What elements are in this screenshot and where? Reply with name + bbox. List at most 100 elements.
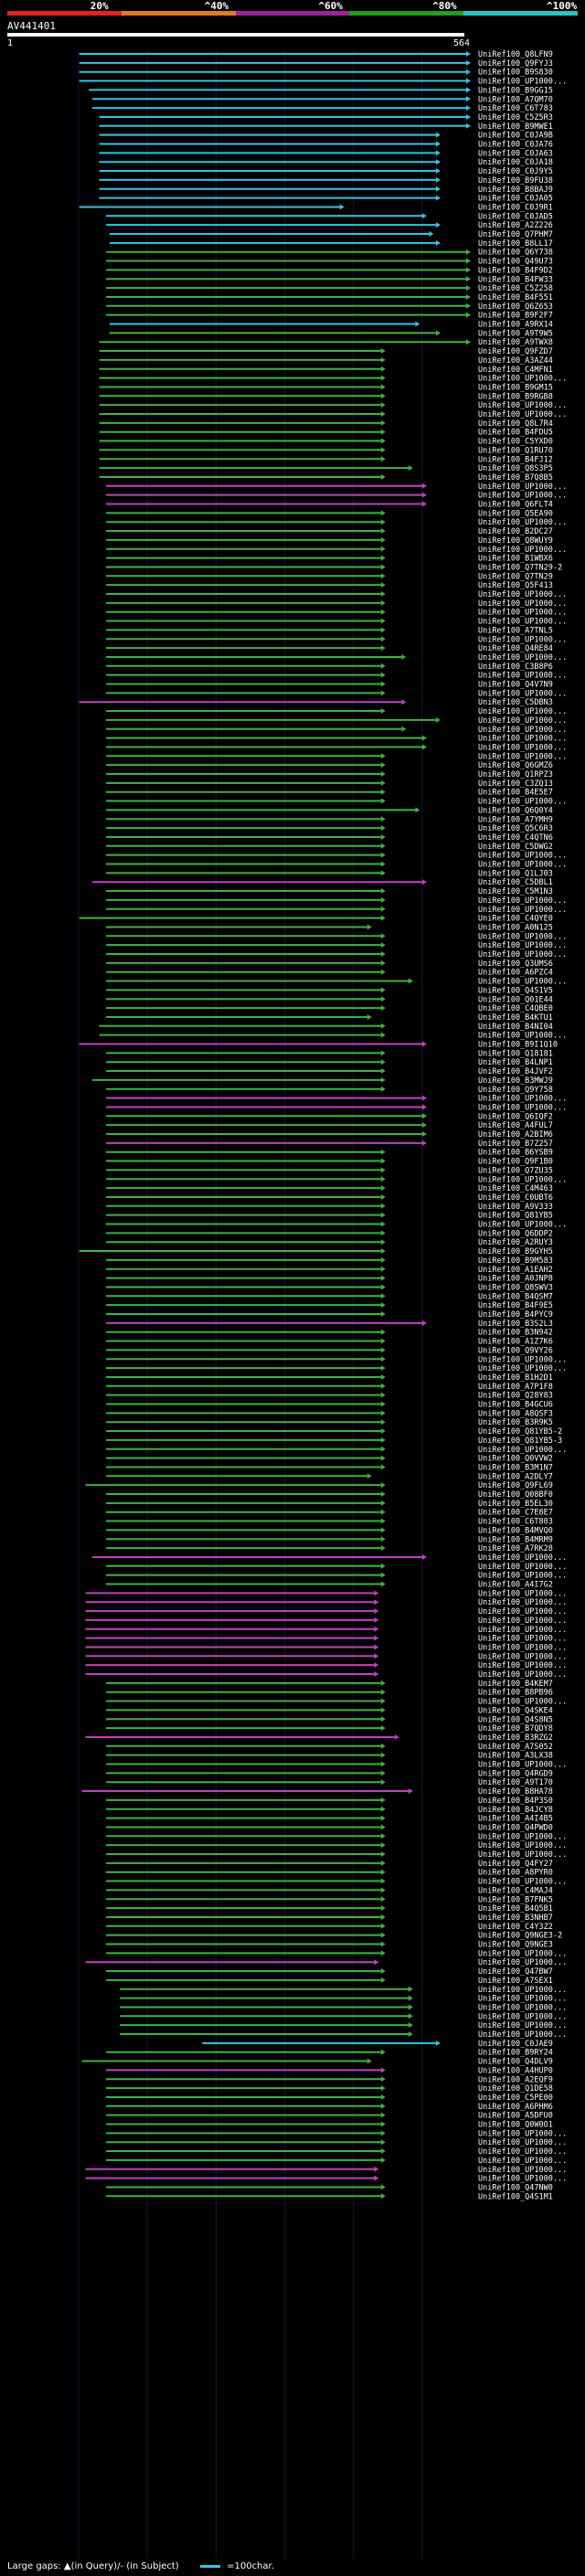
hit-arrow: [466, 59, 471, 66]
hit-label: UniRef100_B7Q8B5: [478, 473, 553, 482]
hit-arrow: [408, 2004, 413, 2010]
hit-arrow: [466, 51, 471, 57]
hit-label: UniRef100_B9S830: [478, 69, 553, 78]
hit-arrow: [380, 429, 386, 435]
hit-label: UniRef100_C6T803: [478, 1518, 553, 1527]
hit-label: UniRef100_Q5C6R3: [478, 824, 553, 833]
hit-arrow: [380, 1329, 386, 1335]
hit-arrow: [380, 1203, 386, 1209]
hit-label: UniRef100_A2Z226: [478, 221, 553, 230]
hit-label: UniRef100_UP1000...: [478, 1364, 567, 1373]
hit-arrow: [380, 1455, 386, 1461]
hit-label: UniRef100_UP1000...: [478, 1175, 567, 1184]
hit-label: UniRef100_A3AZ44: [478, 356, 553, 366]
hit-arrow: [380, 1563, 386, 1569]
hit-label: UniRef100_Q5F413: [478, 581, 553, 590]
hit-arrow: [380, 2085, 386, 2092]
hit-label: UniRef100_A6PHM6: [478, 2103, 553, 2112]
hit-label: UniRef100_B4FJ12: [478, 455, 553, 464]
hit-arrow: [374, 1653, 379, 1659]
hit-label: UniRef100_C5M1N3: [478, 887, 553, 896]
hit-arrow: [380, 1698, 386, 1704]
hit-label: UniRef100_UP1000...: [478, 932, 567, 941]
hit-label: UniRef100_Q9FZD7: [478, 347, 553, 356]
hit-label: UniRef100_UP1000...: [478, 1635, 567, 1644]
hit-arrow: [380, 1887, 386, 1893]
hit-arrow: [380, 1185, 386, 1192]
hit-label: UniRef100_UP1000...: [478, 1598, 567, 1607]
hit-label: UniRef100_C4QYE0: [478, 915, 553, 924]
hit-arrow: [380, 1833, 386, 1839]
hit-label: UniRef100_C4MFN1: [478, 366, 553, 375]
hit-label: UniRef100_UP1000...: [478, 492, 567, 501]
hit-label: UniRef100_C3B8P6: [478, 663, 553, 672]
hit-label: UniRef100_C0J9R1: [478, 203, 553, 212]
hit-arrow: [380, 1284, 386, 1290]
hit-label: UniRef100_A9V333: [478, 1203, 553, 1212]
hit-label: UniRef100_C0JA18: [478, 158, 553, 167]
hit-label: UniRef100_UP1000...: [478, 689, 567, 698]
hit-label: UniRef100_UP1000...: [478, 716, 567, 726]
hit-arrow: [374, 1635, 379, 1641]
hit-arrow: [380, 384, 386, 390]
hit-arrow: [380, 1005, 386, 1012]
hit-label: UniRef100_UP1000...: [478, 2129, 567, 2138]
hit-label: UniRef100_A8PYR0: [478, 1869, 553, 1878]
hit-label: UniRef100_UP1000...: [478, 1986, 567, 1995]
hit-arrow: [380, 1815, 386, 1821]
hit-label: UniRef100_Q01E44: [478, 995, 553, 1004]
hit-label: UniRef100_UP1000...: [478, 1878, 567, 1887]
hit-arrow: [380, 1824, 386, 1830]
hit-arrow: [380, 1878, 386, 1884]
hit-arrow: [367, 1473, 372, 1479]
hit-label: UniRef100_C4MAJ4: [478, 1886, 553, 1895]
hit-label: UniRef100_B3M1N7: [478, 1463, 553, 1472]
hit-label: UniRef100_C4M463: [478, 1184, 553, 1193]
hit-arrow: [435, 239, 441, 246]
legend-bar: [349, 11, 464, 16]
hit-label: UniRef100_UP1000...: [478, 1761, 567, 1770]
hit-arrow: [380, 618, 386, 624]
hit-arrow: [380, 663, 386, 669]
hit-arrow: [380, 896, 386, 903]
hit-label: UniRef100_A7RK28: [478, 1544, 553, 1553]
hit-label: UniRef100_A7TNL5: [478, 626, 553, 635]
hit-label: UniRef100_B9RGB8: [478, 392, 553, 401]
hit-arrow: [421, 1131, 427, 1137]
hit-label: UniRef100_A7S052: [478, 1743, 553, 1752]
hit-arrow: [380, 1923, 386, 1929]
hit-arrow: [380, 816, 386, 822]
hit-label: UniRef100_Q47BW7: [478, 1967, 553, 1977]
hit-label: UniRef100_UP1000...: [478, 2012, 567, 2021]
hit-label: UniRef100_B4MVQ0: [478, 1526, 553, 1535]
hit-label: UniRef100_UP1000...: [478, 401, 567, 410]
hit-arrow: [367, 924, 372, 930]
hit-arrow: [380, 1509, 386, 1515]
hit-arrow: [380, 672, 386, 678]
hit-arrow: [380, 546, 386, 552]
hit-arrow: [435, 186, 441, 192]
hit-arrow: [408, 978, 413, 984]
hit-label: UniRef100_UP1000...: [478, 2157, 567, 2166]
hit-arrow: [380, 1482, 386, 1489]
hit-arrow: [380, 2049, 386, 2055]
hit-arrow: [380, 2193, 386, 2200]
hit-arrow: [380, 1266, 386, 1272]
hit-label: UniRef100_Q6GMZ6: [478, 761, 553, 770]
hit-label: UniRef100_C0JAE9: [478, 2040, 553, 2049]
hit-arrow: [380, 1302, 386, 1309]
hit-arrow: [380, 1356, 386, 1362]
hit-arrow: [380, 393, 386, 399]
hit-arrow: [380, 599, 386, 606]
hit-label: UniRef100_A9TWX8: [478, 338, 553, 347]
hit-arrow: [380, 708, 386, 715]
hit-arrow: [421, 735, 427, 741]
hit-arrow: [421, 744, 427, 750]
hit-label: UniRef100_Q47NW0: [478, 2183, 553, 2192]
hit-label: UniRef100_Q3UMS6: [478, 959, 553, 969]
hit-label: UniRef100_A2DLY7: [478, 1472, 553, 1481]
hit-label: UniRef100_B3R9K5: [478, 1418, 553, 1427]
hit-label: UniRef100_A9T9W5: [478, 329, 553, 338]
hit-arrow: [380, 1338, 386, 1344]
hit-arrow: [380, 789, 386, 795]
